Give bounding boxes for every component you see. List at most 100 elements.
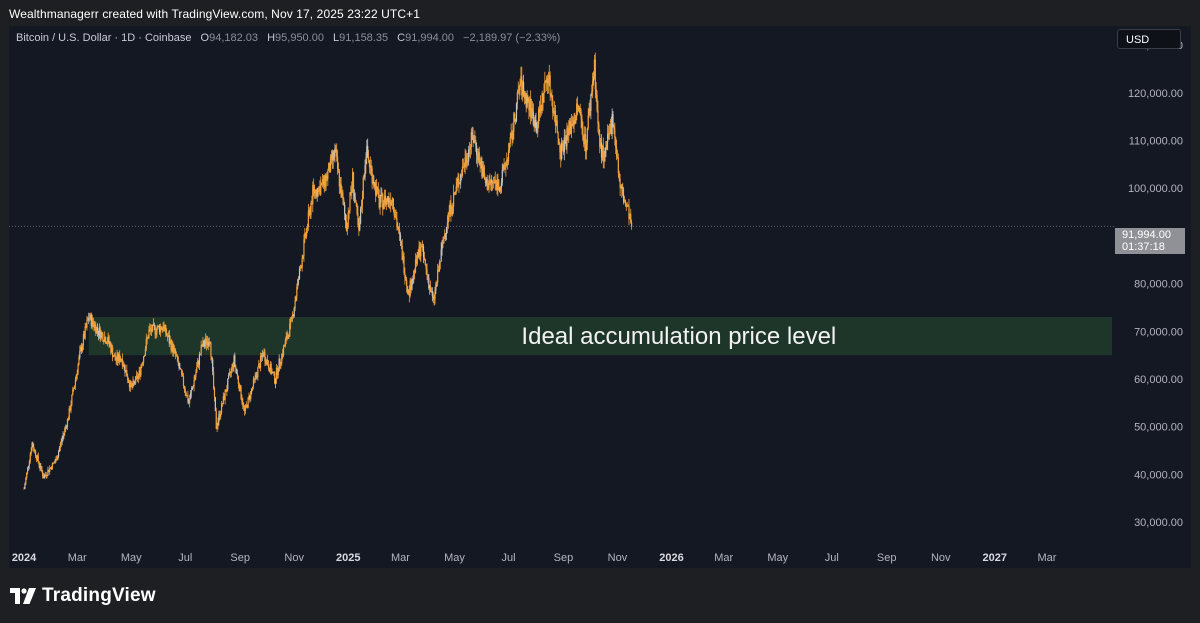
candle-body xyxy=(193,379,195,387)
candle-body xyxy=(68,408,70,420)
bar-countdown: 01:37:18 xyxy=(1122,241,1165,253)
candle-body xyxy=(88,318,90,320)
candle-body xyxy=(167,335,170,337)
x-tick-label: May xyxy=(444,552,465,564)
candle-body xyxy=(490,179,492,182)
candle-body xyxy=(447,213,449,223)
candle-body xyxy=(333,151,335,157)
candle-body xyxy=(136,375,139,379)
candle-body xyxy=(498,179,500,188)
candle-body xyxy=(573,119,575,126)
candle-body xyxy=(181,369,183,375)
candle-body xyxy=(566,127,568,147)
candle-body xyxy=(545,81,547,83)
candle-body xyxy=(240,386,242,399)
candle-body xyxy=(195,372,197,378)
candle-body xyxy=(118,354,120,362)
candle-body xyxy=(601,145,603,158)
candle-body xyxy=(358,225,360,231)
candle-body xyxy=(444,233,446,238)
candle-body xyxy=(139,370,141,376)
candle-body xyxy=(153,324,155,327)
candle-body xyxy=(470,132,472,148)
candle-body xyxy=(50,467,53,470)
candle-body xyxy=(385,199,387,206)
candle-body xyxy=(39,465,41,469)
candle-body xyxy=(555,120,557,126)
candle-body xyxy=(352,172,354,188)
candle-body xyxy=(182,376,185,386)
candle-body xyxy=(496,182,498,191)
candle-body xyxy=(355,202,357,204)
candle-body xyxy=(499,187,501,192)
candle-body xyxy=(178,363,180,369)
candle-body xyxy=(630,213,632,223)
candle-body xyxy=(504,168,506,169)
candle-body xyxy=(274,372,276,384)
candle-body xyxy=(199,354,201,355)
candle-body xyxy=(529,99,531,111)
candle-body xyxy=(98,328,100,336)
candle-body xyxy=(308,209,310,212)
candle-body xyxy=(403,256,405,273)
candle-body xyxy=(302,256,304,259)
candle-body xyxy=(552,100,554,113)
candle-body xyxy=(418,246,420,257)
candle-body xyxy=(569,121,571,129)
candle-body xyxy=(524,93,526,99)
candle-body xyxy=(112,356,115,358)
candle-body xyxy=(604,147,606,154)
candle-body xyxy=(479,161,481,165)
candle-body xyxy=(90,314,92,327)
candle-body xyxy=(24,484,26,489)
candle-body xyxy=(583,139,585,145)
candle-body xyxy=(423,257,425,259)
candle-body xyxy=(169,340,171,344)
candle-body xyxy=(495,179,497,183)
y-tick-label: 40,000.00 xyxy=(1134,469,1183,481)
candle-body xyxy=(377,188,379,195)
candle-body xyxy=(599,133,601,147)
candle-body xyxy=(171,342,173,351)
candle-body xyxy=(581,118,583,128)
candle-body xyxy=(33,447,35,451)
candle-body xyxy=(506,159,508,163)
candle-body xyxy=(631,222,633,227)
tradingview-logo[interactable]: TradingView xyxy=(10,584,156,608)
candle-body xyxy=(407,289,410,294)
chart-panel[interactable]: Ideal accumulation price level130,000.00… xyxy=(9,26,1191,568)
candle-body xyxy=(414,259,417,273)
candle-body xyxy=(550,94,552,96)
candle-body xyxy=(106,342,108,344)
candle-body xyxy=(597,110,599,124)
candle-body xyxy=(451,211,453,215)
candle-body xyxy=(289,323,291,337)
candle-body xyxy=(563,137,565,153)
candle-body xyxy=(62,435,64,439)
candle-body xyxy=(494,179,496,184)
candle-body xyxy=(338,170,340,187)
candle-body xyxy=(512,131,514,140)
candle-body xyxy=(422,245,424,247)
candle-body xyxy=(409,280,411,296)
candle-body xyxy=(625,204,627,207)
candle-body xyxy=(30,450,32,455)
candle-body xyxy=(319,186,321,195)
candle-body xyxy=(515,120,517,122)
candle-body xyxy=(626,205,628,207)
candle-body xyxy=(316,195,318,197)
candle-body xyxy=(100,332,102,339)
candle-body xyxy=(45,474,47,476)
candle-body xyxy=(344,204,346,215)
candle-body xyxy=(269,363,271,373)
candle-body xyxy=(382,194,384,209)
candle-body xyxy=(307,211,309,227)
candle-body xyxy=(384,195,387,206)
currency-button[interactable]: USD xyxy=(1117,29,1181,49)
candle-body xyxy=(590,94,592,112)
candle-body xyxy=(329,157,332,173)
price-chart[interactable]: Ideal accumulation price level130,000.00… xyxy=(9,26,1191,568)
candle-body xyxy=(57,456,59,461)
candle-body xyxy=(268,368,270,373)
candle-body xyxy=(189,399,191,404)
